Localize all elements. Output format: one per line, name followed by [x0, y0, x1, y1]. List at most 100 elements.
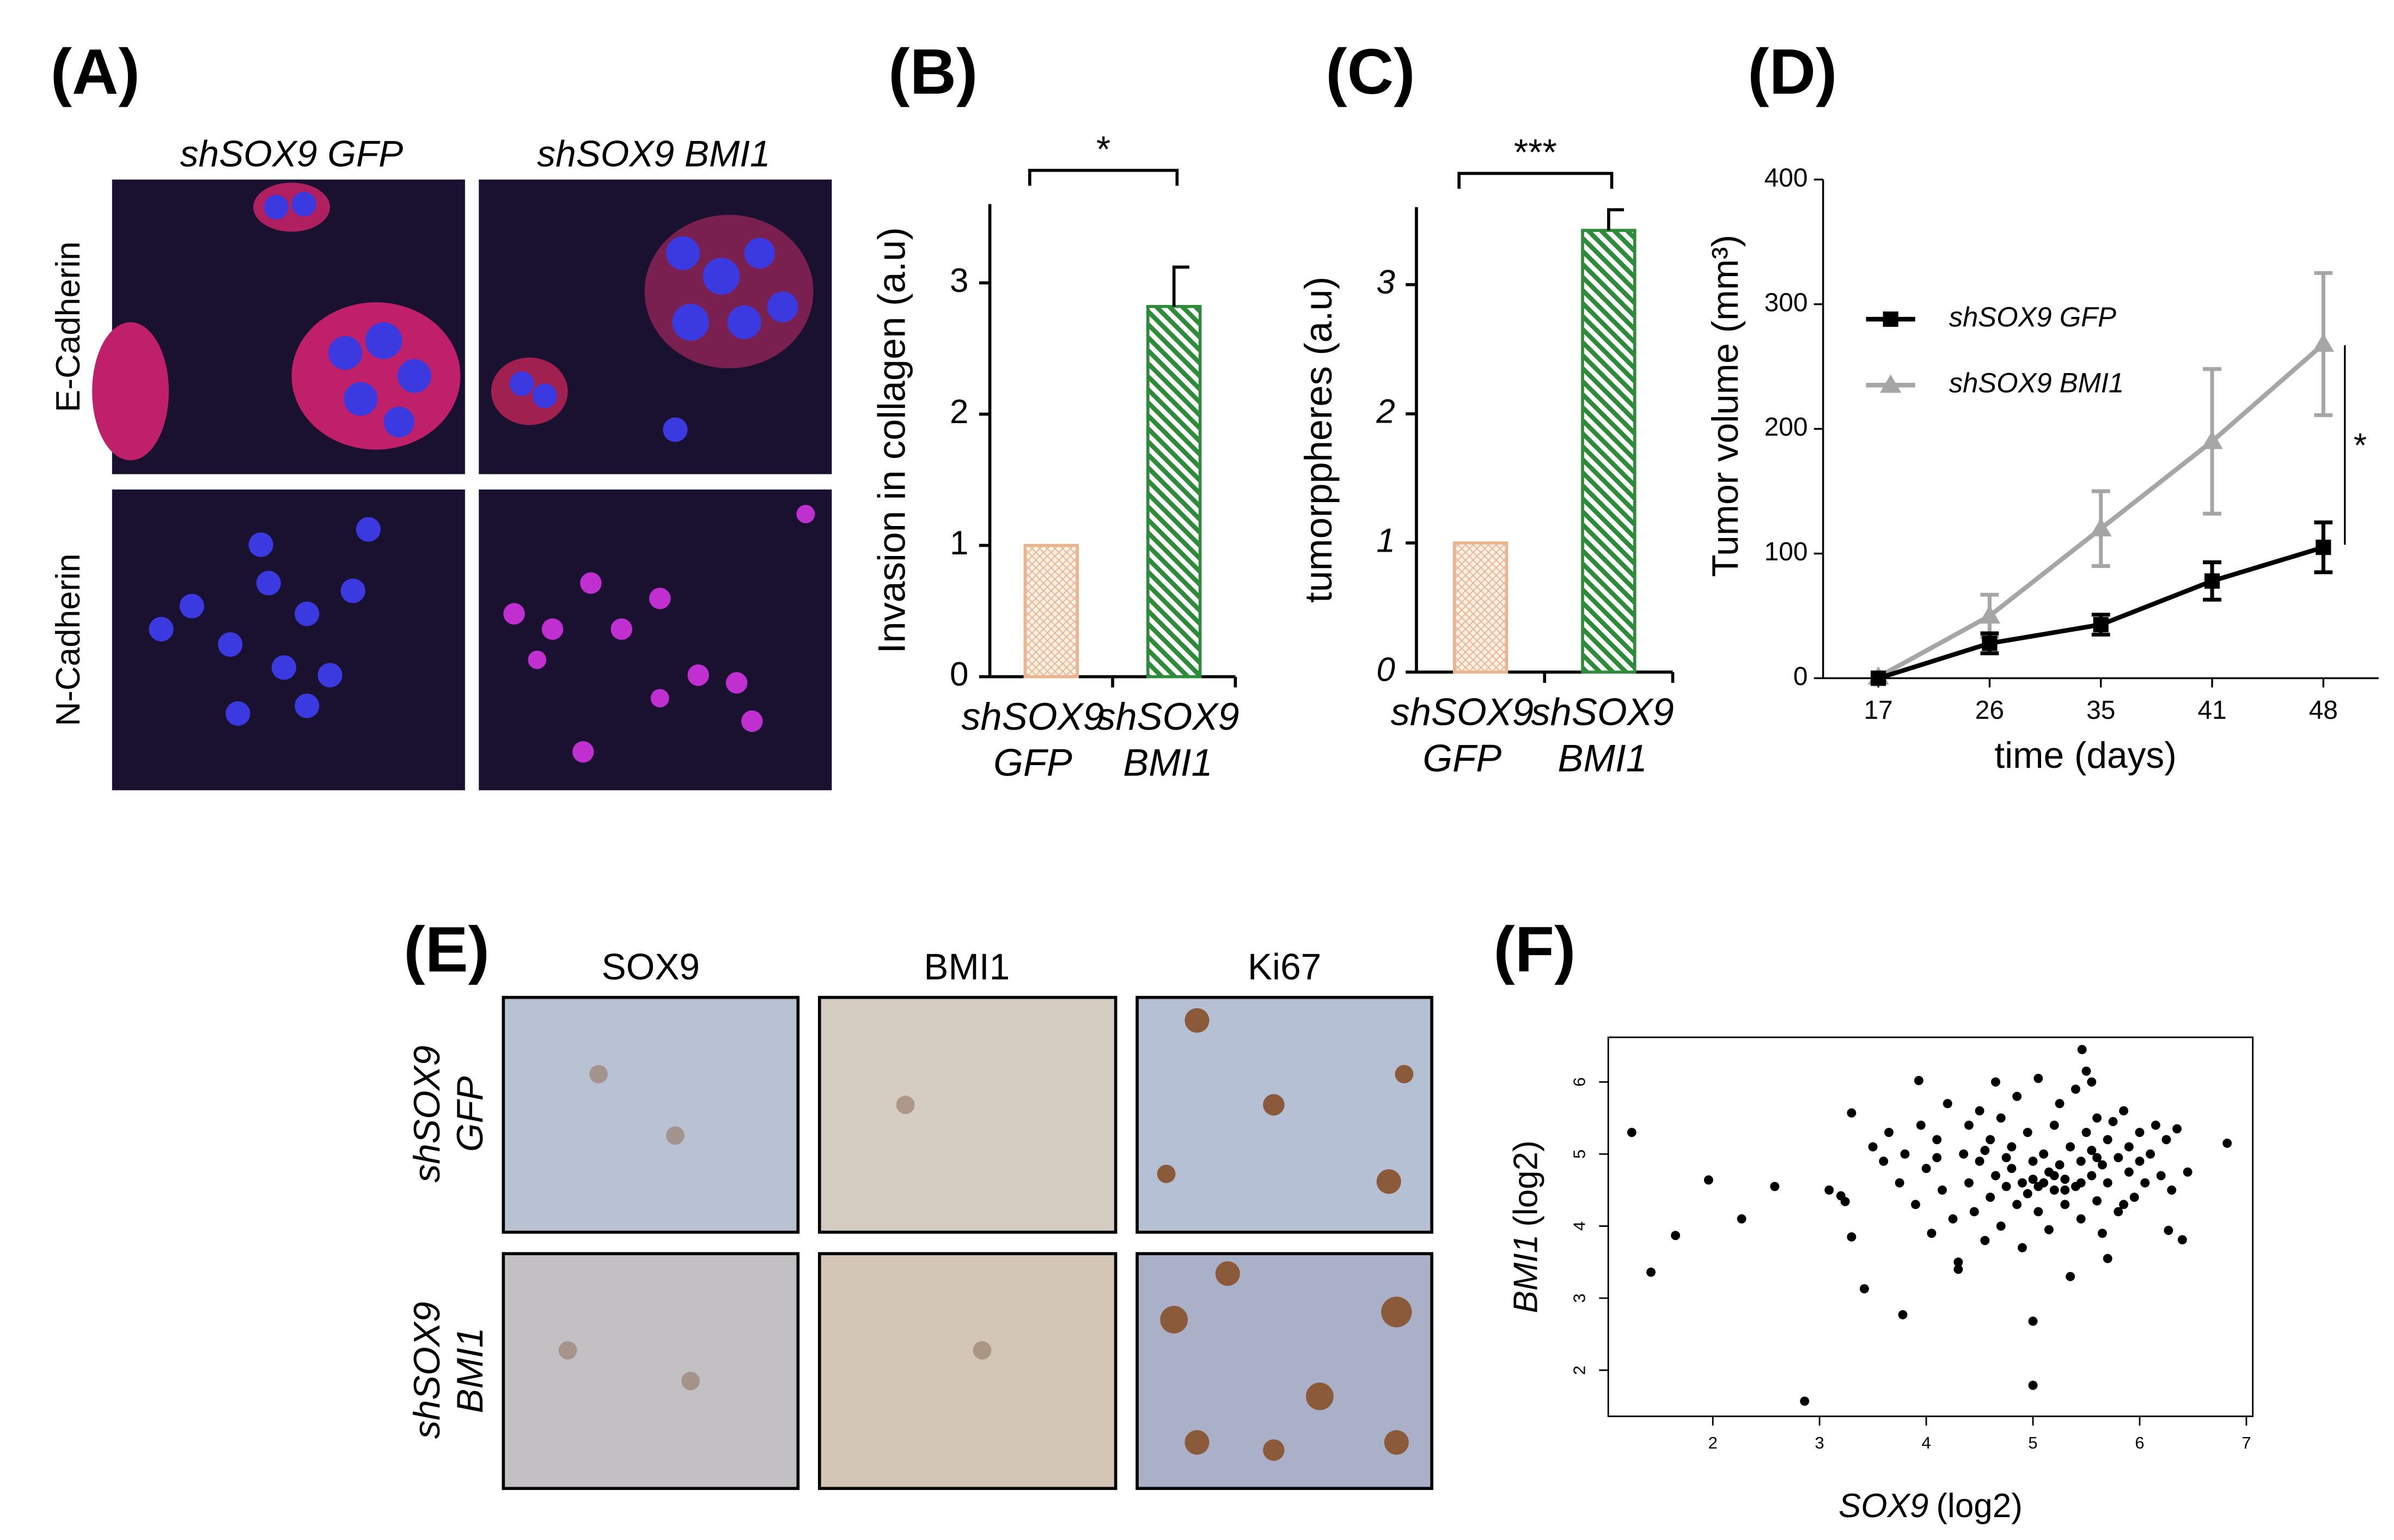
- point: [2114, 1153, 2123, 1163]
- point: [2007, 1164, 2017, 1174]
- y-tick-label: 200: [1764, 413, 1808, 442]
- column-label: SOX9: [602, 947, 700, 988]
- point: [1898, 1310, 1908, 1319]
- column-label: BMI1: [924, 947, 1010, 988]
- x-axis-label: SOX9 (log2): [1839, 1487, 2023, 1525]
- marker: [2090, 518, 2112, 536]
- row-label: E-Cadherin: [50, 241, 87, 412]
- x-tick-label: 17: [1864, 696, 1892, 725]
- row-label: shSOX9: [407, 1301, 448, 1439]
- y-tick-label: 2: [1376, 393, 1395, 430]
- point: [2183, 1167, 2193, 1177]
- y-tick-label: 4: [1570, 1221, 1589, 1231]
- row-label: N-Cadherin: [50, 554, 87, 726]
- y-axis-label: Tumor volume (mm³): [1705, 235, 1746, 577]
- point: [2124, 1167, 2134, 1177]
- point: [2161, 1135, 2171, 1145]
- marker: [2204, 573, 2220, 589]
- y-axis-label: Invasion in collagen (a.u): [870, 227, 913, 653]
- point: [2092, 1196, 2102, 1206]
- point: [2092, 1153, 2102, 1163]
- x-tick-label: 6: [2135, 1433, 2144, 1452]
- point: [2076, 1178, 2086, 1188]
- point: [2087, 1171, 2097, 1181]
- point: [1911, 1200, 1920, 1209]
- point: [2028, 1380, 2038, 1390]
- point: [2012, 1091, 2022, 1101]
- point: [2081, 1066, 2091, 1076]
- point: [2114, 1207, 2123, 1217]
- point: [2055, 1160, 2065, 1170]
- ihc-nuclei: [558, 1008, 1414, 1461]
- point: [2071, 1084, 2080, 1094]
- point: [1986, 1193, 1995, 1202]
- point: [2135, 1128, 2145, 1137]
- panel-label: (B): [888, 36, 978, 108]
- x-tick-label: 2: [1708, 1433, 1718, 1452]
- x-axis-label: time (days): [1994, 735, 2176, 776]
- error-bar: [1607, 208, 1624, 231]
- panel-label: (E): [404, 914, 490, 986]
- y-tick-label: 3: [1570, 1293, 1589, 1303]
- point: [2017, 1243, 2027, 1252]
- marker: [2201, 430, 2223, 449]
- point: [2124, 1142, 2134, 1152]
- point: [1932, 1135, 1942, 1145]
- y-tick-label: 0: [1376, 651, 1395, 689]
- point: [2060, 1185, 2070, 1195]
- point: [2076, 1157, 2086, 1166]
- x-tick-label: 26: [1975, 696, 2004, 725]
- marker: [2312, 333, 2335, 352]
- point: [1964, 1120, 1974, 1130]
- x-tick-label: 3: [1815, 1433, 1824, 1452]
- y-tick-label: 6: [1570, 1077, 1589, 1086]
- point: [1800, 1396, 1810, 1406]
- point: [1847, 1232, 1856, 1242]
- point: [1737, 1214, 1746, 1224]
- point: [2129, 1193, 2139, 1202]
- point: [2049, 1171, 2059, 1181]
- point: [2066, 1142, 2075, 1152]
- point: [2135, 1157, 2145, 1166]
- marker: [1871, 670, 1886, 686]
- y-axis-label: tumorppheres (a.u): [1297, 277, 1340, 603]
- y-tick-label: 0: [950, 656, 968, 693]
- point: [2119, 1200, 2129, 1209]
- significance: *: [1096, 129, 1110, 170]
- point: [2097, 1229, 2107, 1238]
- point: [2172, 1124, 2182, 1134]
- point: [1703, 1175, 1713, 1185]
- point: [1980, 1146, 1990, 1156]
- point: [2033, 1182, 2043, 1191]
- point: [2092, 1113, 2102, 1123]
- point: [1921, 1164, 1931, 1174]
- point: [2023, 1189, 2032, 1199]
- point: [1938, 1185, 1947, 1195]
- significance-bracket: [1457, 172, 1614, 189]
- point: [1627, 1128, 1636, 1137]
- point: [1991, 1077, 2000, 1087]
- error-bar: [1172, 265, 1189, 307]
- point: [2151, 1120, 2160, 1130]
- y-tick-label: 400: [1764, 163, 1808, 192]
- marker: [1879, 374, 1902, 393]
- row-label: shSOX9: [407, 1046, 448, 1183]
- point: [2055, 1099, 2065, 1109]
- point: [1975, 1106, 1984, 1116]
- point: [2177, 1235, 2187, 1245]
- plot-frame: [1607, 1036, 2254, 1417]
- x-tick-label: BMI1: [1123, 741, 1212, 784]
- y-tick-label: 2: [1570, 1366, 1589, 1375]
- point: [2119, 1106, 2129, 1116]
- point: [2077, 1044, 2087, 1054]
- point: [2033, 1207, 2043, 1217]
- point: [2007, 1142, 2017, 1152]
- point: [2103, 1254, 2112, 1263]
- point: [2146, 1149, 2155, 1159]
- column-label: shSOX9 BMI1: [537, 133, 770, 174]
- point: [2156, 1171, 2166, 1181]
- legend-label: shSOX9 BMI1: [1949, 368, 2124, 399]
- point: [1671, 1231, 1681, 1240]
- x-tick-label: shSOX9: [961, 695, 1104, 738]
- point: [1996, 1221, 2006, 1231]
